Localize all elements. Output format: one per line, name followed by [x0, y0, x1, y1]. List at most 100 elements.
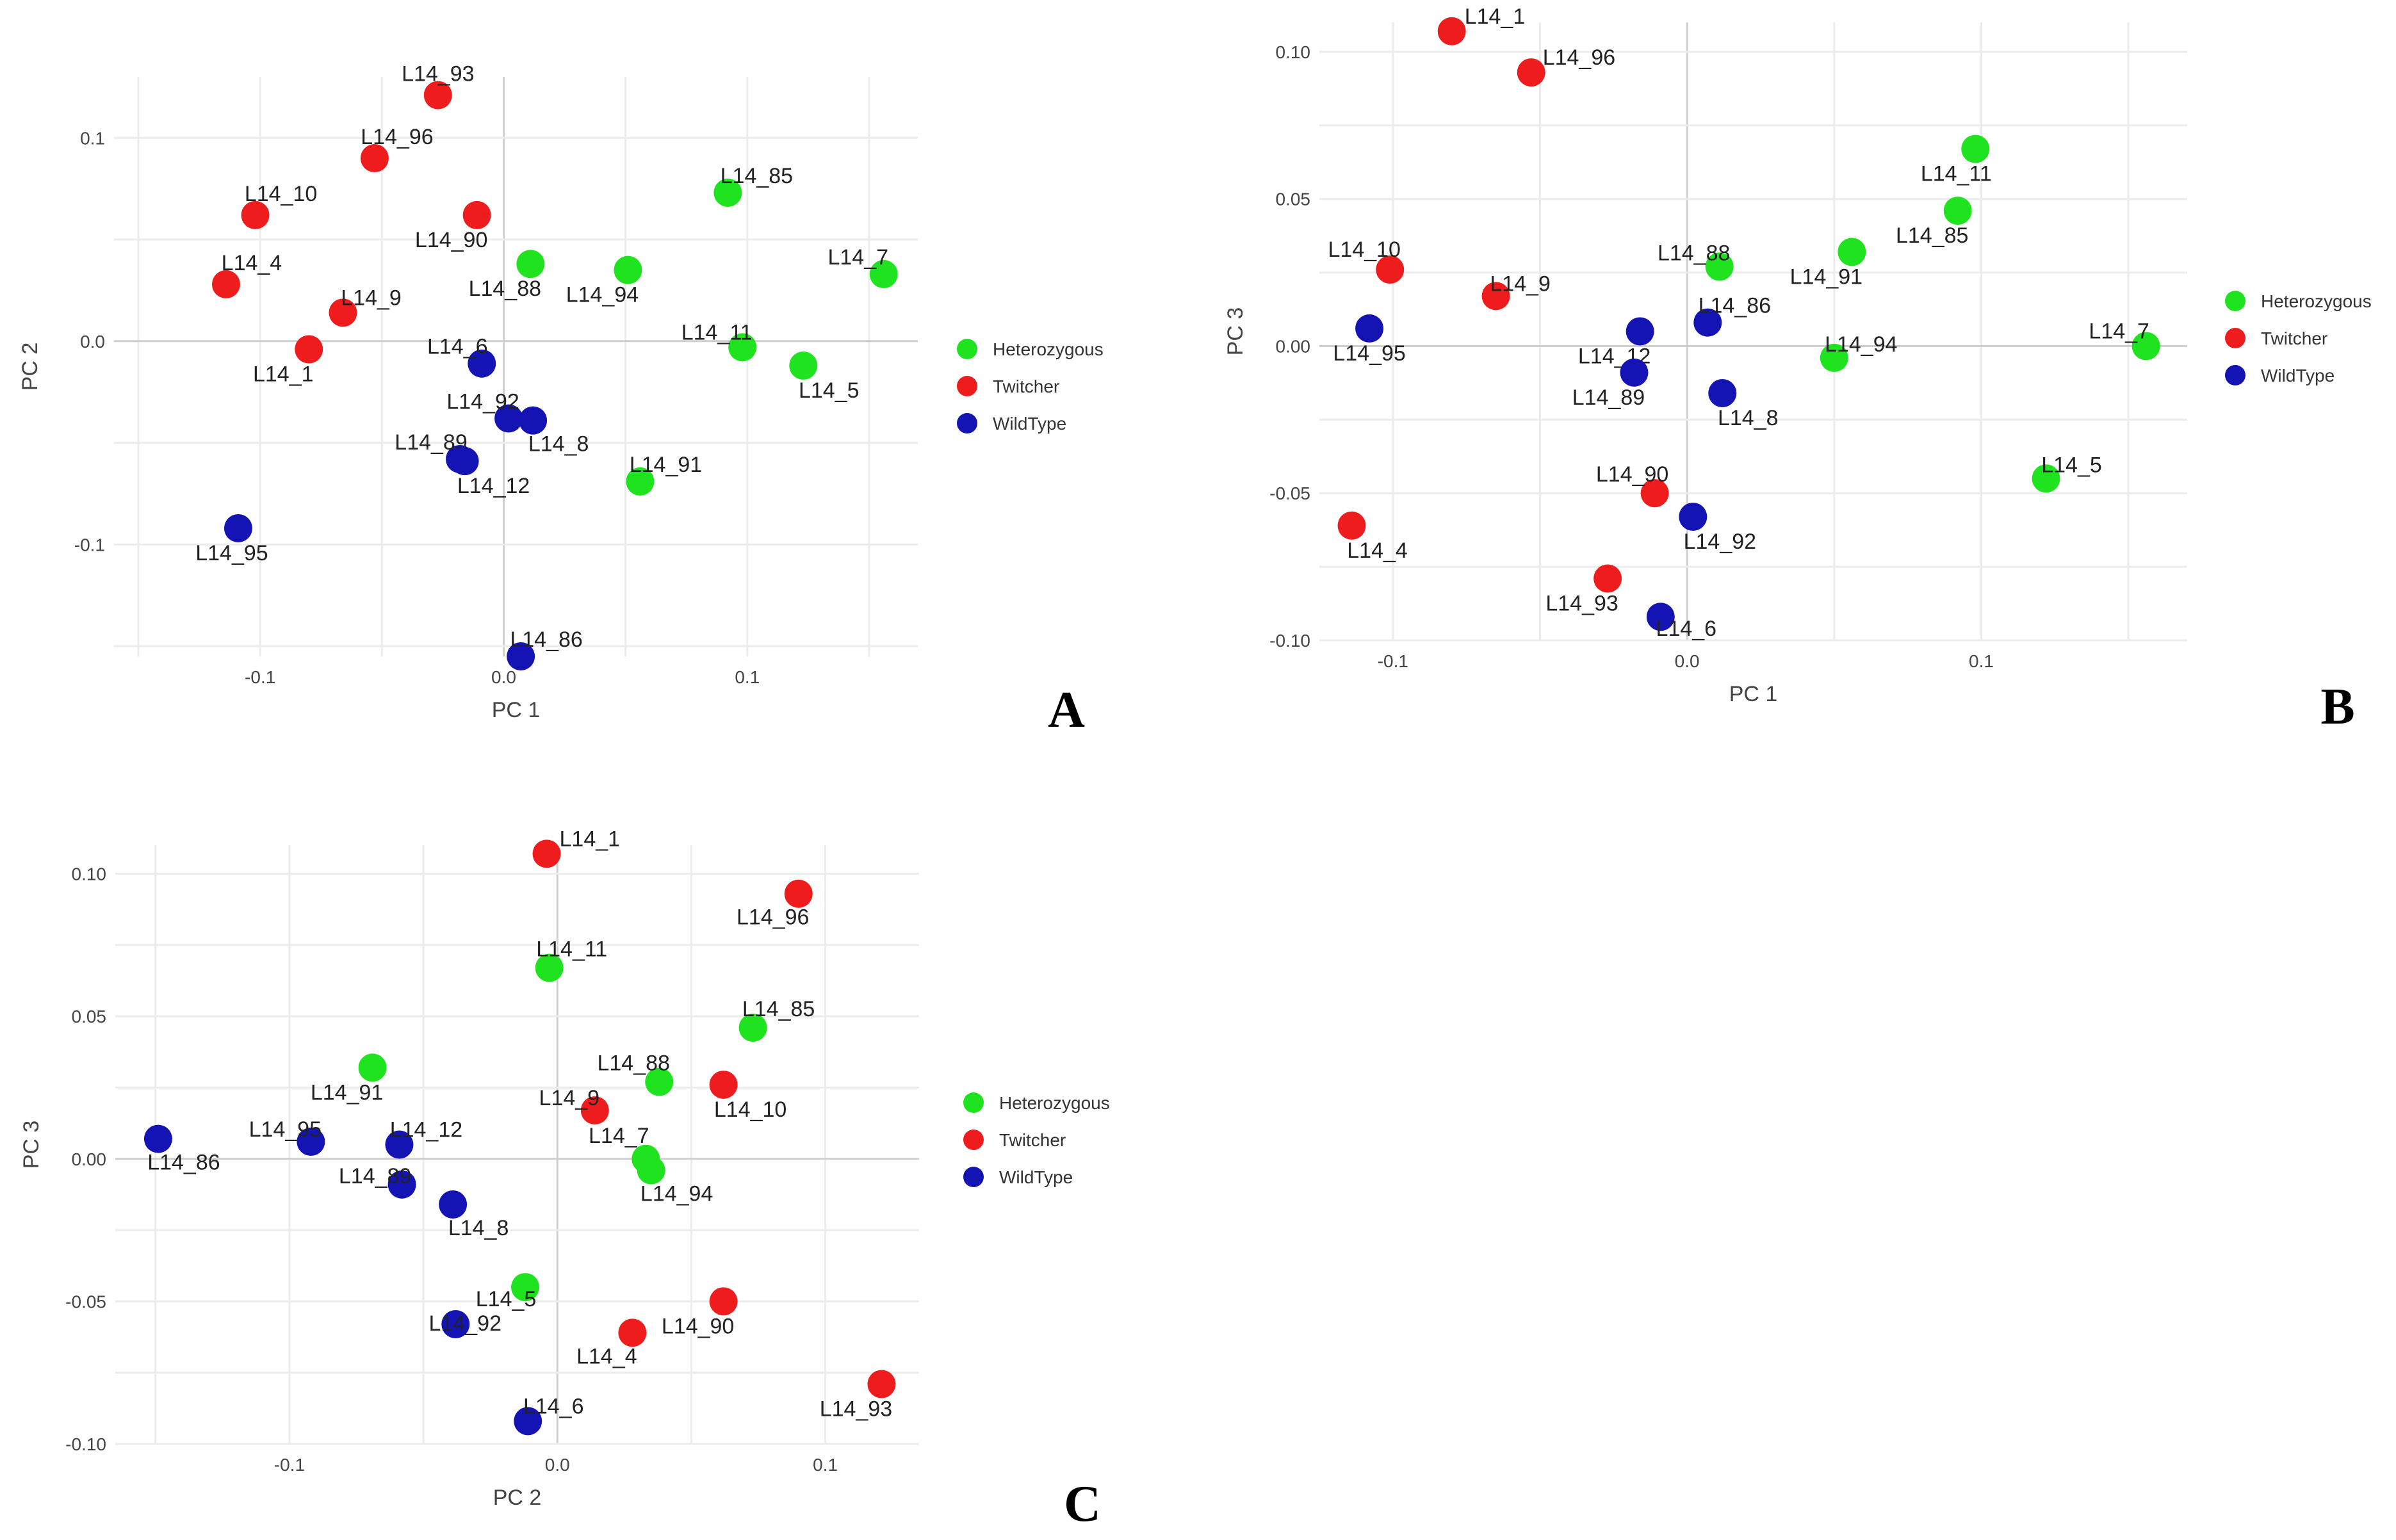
y-tick-label: 0.0	[80, 332, 105, 352]
point-l14-11	[1961, 134, 1990, 163]
point-l14-5	[511, 1273, 540, 1302]
y-axis-title: PC 3	[1223, 307, 1248, 356]
panel-c: -0.1 0.0 0.1 -0.10 -0.05 0.00 0.05 0.10 PC 2 PC 3…	[19, 827, 1110, 1532]
point-label: L14_10	[245, 182, 317, 206]
point-l14-10	[709, 1071, 738, 1099]
point-label: L14_86	[147, 1151, 220, 1175]
panel-a: -0.1 0.0 0.1 -0.1 0.0 0.1 PC 1 PC 2 L14_93 L14_96…	[18, 62, 1104, 738]
point-l14-92	[1679, 503, 1707, 531]
y-axis-title: PC 3	[19, 1121, 44, 1169]
point-l14-96	[1517, 58, 1545, 87]
legend-label: WildType	[993, 414, 1066, 434]
legend-swatch-heterozygous	[2225, 291, 2245, 311]
panel-letter: C	[1064, 1476, 1101, 1532]
point-l14-91	[1838, 238, 1866, 266]
x-tick-label: -0.1	[245, 667, 275, 687]
point-label: L14_12	[390, 1118, 462, 1142]
point-l14-6	[1646, 603, 1675, 631]
point-l14-94	[614, 255, 642, 284]
point-l14-10	[1376, 255, 1405, 284]
point-label: L14_7	[589, 1124, 649, 1148]
point-label: L14_96	[737, 905, 809, 930]
point-l14-11	[535, 953, 564, 982]
point-l14-95	[1355, 314, 1384, 343]
point-l14-92	[441, 1310, 470, 1338]
point-label: L14_4	[1347, 539, 1408, 563]
point-l14-92	[494, 404, 523, 433]
legend-swatch-twitcher	[2225, 328, 2245, 348]
point-label: L14_11	[681, 320, 753, 344]
x-axis-title: PC 1	[492, 698, 541, 722]
point-l14-9	[329, 298, 357, 327]
point-label: L14_10	[714, 1098, 786, 1122]
point-label: L14_10	[1328, 238, 1401, 262]
point-label: L14_6	[1656, 617, 1717, 641]
point-l14-12	[450, 447, 479, 476]
point-l14-86	[507, 642, 535, 670]
point-label: L14_8	[1718, 406, 1779, 430]
y-tick-label: 0.05	[72, 1007, 107, 1026]
point-l14-88	[645, 1067, 674, 1096]
x-tick-label: -0.1	[274, 1455, 305, 1475]
point-label: L14_5	[799, 378, 860, 403]
point-label: L14_1	[253, 362, 314, 387]
legend: Heterozygous Twitcher WildType	[963, 1092, 1110, 1187]
legend-swatch-wildtype	[963, 1167, 984, 1187]
point-l14-12	[385, 1130, 414, 1159]
point-label: L14_1	[560, 827, 621, 851]
x-axis-title: PC 2	[493, 1486, 542, 1510]
point-label: L14_7	[827, 245, 888, 270]
point-l14-93	[1593, 564, 1622, 593]
point-label: L14_1	[1465, 4, 1526, 29]
point-l14-93	[423, 81, 452, 109]
legend-label: WildType	[2261, 366, 2335, 385]
point-l14-1	[295, 335, 323, 364]
legend-swatch-wildtype	[957, 413, 977, 434]
gridlines	[114, 77, 918, 656]
y-tick-label: -0.05	[65, 1292, 106, 1311]
point-l14-86	[1693, 308, 1722, 337]
point-l14-85	[1943, 197, 1972, 225]
legend: Heterozygous Twitcher WildType	[2225, 291, 2372, 385]
point-l14-9	[1481, 282, 1510, 311]
point-label: L14_91	[630, 453, 702, 477]
point-label: L14_8	[528, 432, 589, 457]
point-label: L14_95	[195, 541, 268, 565]
point-label: L14_96	[361, 125, 433, 149]
x-tick-label: 0.0	[491, 667, 516, 687]
legend-swatch-wildtype	[2225, 365, 2245, 385]
point-l14-90	[1640, 479, 1669, 508]
legend-swatch-twitcher	[963, 1130, 984, 1150]
point-l14-7	[2131, 332, 2160, 361]
point-label: L14_88	[1658, 241, 1730, 265]
point-l14-93	[867, 1370, 896, 1398]
point-l14-8	[1708, 379, 1737, 407]
point-label: L14_12	[457, 474, 530, 498]
point-l14-9	[580, 1096, 609, 1125]
point-l14-4	[211, 270, 240, 298]
point-l14-85	[713, 179, 742, 207]
points: L14_1 L14_96 L14_10 L14_9 L14_90 L14_4 L14_93 L…	[143, 827, 896, 1436]
x-tick-label: 0.1	[813, 1455, 838, 1475]
legend-label: Heterozygous	[993, 339, 1104, 359]
point-label: L14_93	[402, 62, 474, 86]
point-label: L14_93	[1545, 592, 1618, 616]
point-l14-91	[358, 1053, 387, 1082]
point-label: L14_85	[1896, 223, 1968, 248]
point-label: L14_88	[597, 1051, 669, 1076]
point-label: L14_91	[1790, 264, 1862, 289]
point-l14-86	[143, 1124, 172, 1153]
y-tick-label: -0.05	[1269, 483, 1310, 503]
point-l14-88	[1705, 252, 1734, 281]
point-l14-96	[360, 144, 389, 173]
point-label: L14_95	[249, 1117, 322, 1142]
legend-swatch-twitcher	[957, 376, 977, 396]
point-label: L14_11	[536, 937, 607, 961]
point-label: L14_92	[446, 389, 519, 414]
legend-label: Twitcher	[993, 377, 1059, 396]
point-label: L14_9	[539, 1086, 600, 1110]
point-l14-89	[387, 1170, 416, 1199]
y-tick-label: 0.05	[1276, 190, 1311, 209]
point-l14-4	[1337, 511, 1366, 540]
